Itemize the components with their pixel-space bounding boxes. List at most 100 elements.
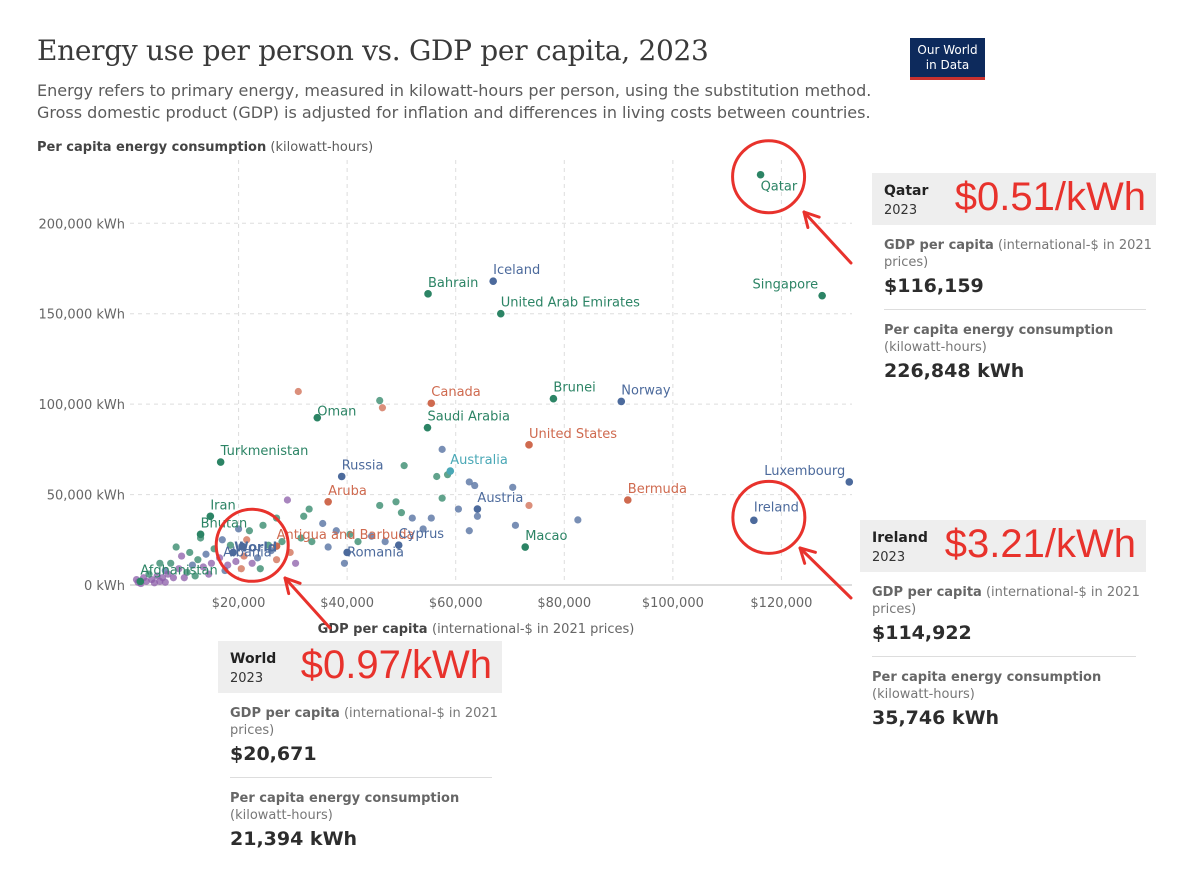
energy-label-unit: (kilowatt-hours) (872, 687, 975, 702)
data-point (297, 534, 305, 542)
x-tick-label: $40,000 (320, 596, 374, 611)
gdp-label-unit: (international-$ in 2021 prices) (230, 706, 498, 738)
data-point-ireland (750, 516, 758, 525)
x-axis-title: GDP per capita (international-$ in 2021 … (318, 622, 635, 637)
tooltip-country: World (230, 651, 277, 667)
data-point (438, 494, 446, 502)
gdp-label: GDP per capita (international-$ in 2021 … (872, 584, 1146, 618)
gdp-label-bold: GDP per capita (872, 585, 982, 600)
data-point (400, 462, 408, 470)
arrow-qatar (802, 210, 853, 265)
data-point (243, 536, 251, 544)
price-annotation: $0.51/kWh (954, 175, 1146, 219)
tooltip-country: Qatar (884, 183, 929, 199)
point-label-ireland: Ireland (754, 500, 799, 515)
data-point-norway (617, 397, 626, 406)
energy-value: 35,746 kWh (872, 707, 1000, 729)
grid-lines (130, 160, 852, 586)
tooltip-year: 2023 (230, 671, 264, 686)
owid-logo[interactable]: Our World in Data (910, 38, 985, 80)
data-point (177, 552, 186, 560)
data-point-turkmenistan (216, 458, 225, 466)
tooltip-divider (872, 656, 1136, 657)
data-point (381, 537, 389, 546)
data-point (224, 561, 232, 569)
logo-line-1: Our World (917, 43, 978, 57)
arrow-head (283, 576, 302, 596)
data-point (367, 532, 376, 540)
data-point-albania (229, 548, 237, 557)
data-point (294, 387, 302, 396)
data-point-russia (337, 472, 346, 481)
data-point (150, 579, 159, 587)
data-point (205, 570, 213, 578)
data-point (191, 572, 199, 580)
data-point (256, 565, 264, 573)
x-tick-label: $20,000 (212, 596, 266, 611)
y-axis-ticks: 0 kWh 50,000 kWh 100,000 kWh 150,000 kWh 200… (38, 217, 125, 594)
data-point (346, 530, 354, 538)
energy-label: Per capita energy consumption (kilowatt-… (230, 790, 502, 824)
data-point (153, 572, 161, 580)
data-point (248, 559, 256, 567)
arrow-shaft (802, 210, 853, 265)
arrow-shaft (283, 576, 332, 630)
gdp-label: GDP per capita (international-$ in 2021 … (230, 705, 502, 739)
data-point (308, 537, 316, 546)
y-axis-title: Per capita energy consumption (kilowatt-… (37, 140, 373, 155)
point-label-saudi-arabia: Saudi Arabia (427, 410, 510, 425)
data-point (525, 501, 533, 510)
data-point (207, 559, 216, 567)
data-point (267, 547, 275, 555)
tooltip-year: 2023 (872, 550, 906, 565)
data-point (419, 525, 427, 533)
circle-qatar (731, 139, 807, 215)
data-point (175, 565, 183, 573)
tooltip-divider (884, 309, 1146, 310)
x-tick-label: $80,000 (537, 596, 591, 611)
data-point (259, 521, 267, 529)
data-point-iran (206, 512, 215, 521)
data-point (202, 550, 210, 558)
tooltip-world: World 2023 $0.97/kWh GDP per capita (int… (218, 641, 502, 853)
gdp-value: $116,159 (884, 275, 984, 297)
data-point (245, 527, 254, 535)
data-point (272, 556, 281, 564)
point-label-iceland: Iceland (493, 263, 540, 278)
data-point (392, 498, 400, 506)
arrow-world (283, 576, 332, 630)
x-axis-title-unit: (international-$ in 2021 prices) (432, 622, 634, 637)
data-point (253, 554, 262, 562)
data-point (319, 519, 327, 528)
data-point-world (238, 542, 247, 551)
data-point (161, 578, 169, 586)
data-point (283, 496, 292, 504)
data-point (465, 527, 473, 535)
point-label-antigua-and-barbuda: Antigua and Barbuda (277, 528, 415, 543)
gdp-label-unit: (international-$ in 2021 prices) (884, 238, 1152, 270)
data-point (232, 557, 240, 566)
point-label-norway: Norway (621, 383, 671, 398)
data-point (427, 514, 435, 522)
data-point-canada (427, 399, 436, 408)
point-label-united-states: United States (529, 427, 617, 442)
data-point (156, 577, 164, 585)
point-label-macao: Macao (525, 529, 567, 544)
point-label-world: World (234, 540, 277, 555)
data-point (376, 396, 384, 405)
data-point (340, 559, 349, 567)
tooltip-country: Ireland (872, 530, 928, 546)
data-point (172, 543, 180, 551)
data-point (167, 559, 175, 567)
x-tick-label: $60,000 (429, 596, 483, 611)
data-point (226, 541, 235, 549)
data-point (574, 516, 582, 524)
data-point (473, 512, 482, 520)
y-tick-label: 150,000 kWh (38, 308, 125, 323)
energy-label-bold: Per capita energy consumption (872, 670, 1102, 685)
tooltip-header: Qatar 2023 $0.51/kWh (872, 173, 1156, 225)
y-tick-label: 50,000 kWh (47, 489, 125, 504)
energy-label-unit: (kilowatt-hours) (884, 340, 987, 355)
data-point (376, 501, 384, 510)
y-axis-title-bold: Per capita energy consumption (37, 140, 267, 155)
